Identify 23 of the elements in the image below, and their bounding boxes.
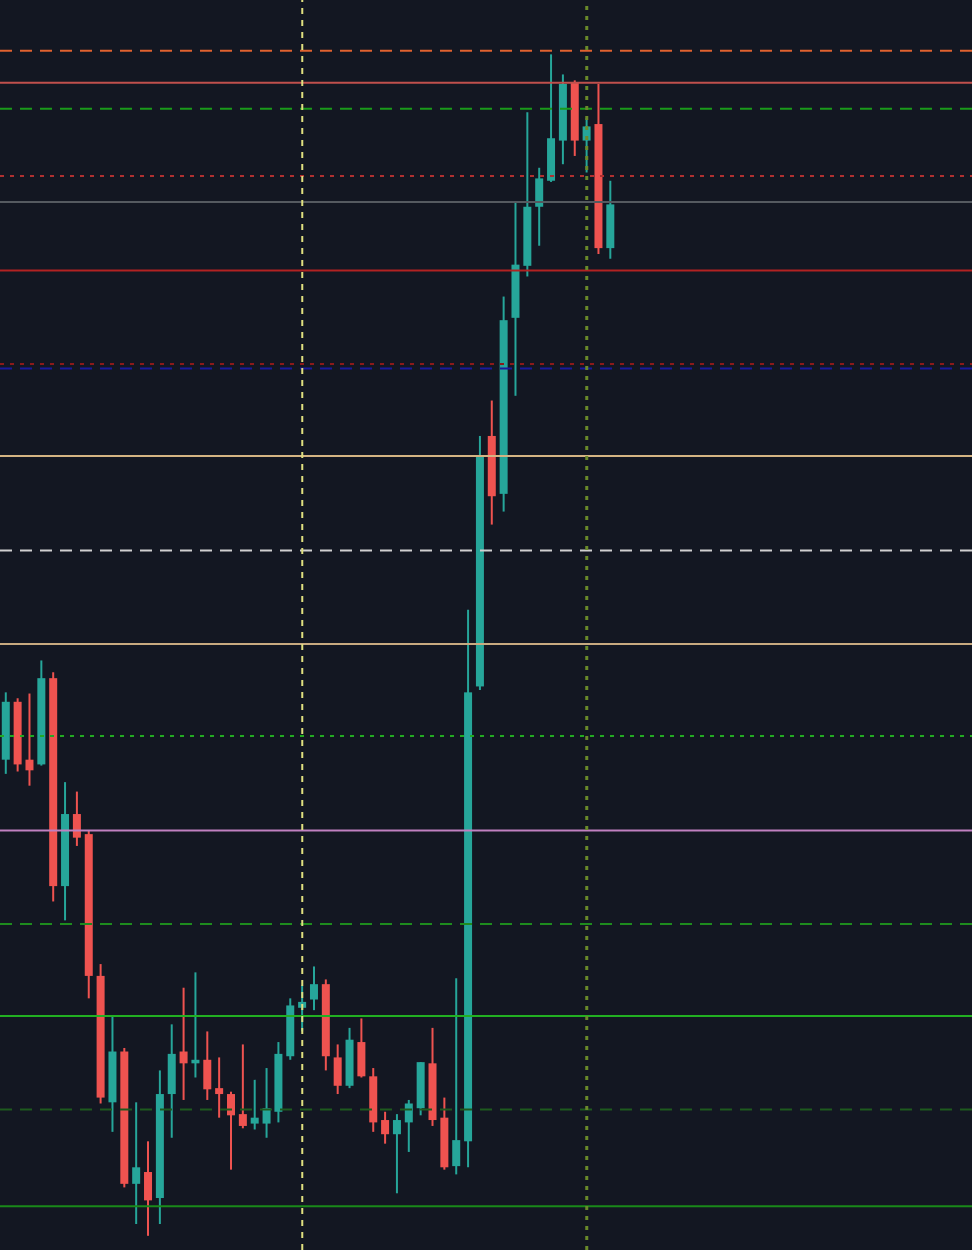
candlestick (369, 1067, 378, 1133)
candlestick (203, 1030, 212, 1101)
candlestick (404, 1098, 413, 1153)
candlestick (606, 179, 615, 260)
candlestick (416, 1061, 425, 1117)
candlestick (535, 166, 544, 247)
candlestick (179, 986, 188, 1101)
candlestick (392, 1113, 401, 1195)
candlestick (381, 1110, 390, 1145)
candlestick (144, 1140, 153, 1237)
candlestick (333, 1043, 342, 1096)
candlestick (357, 1017, 366, 1079)
candlestick (250, 1078, 259, 1131)
candlestick (227, 1090, 235, 1171)
candlestick (167, 1023, 176, 1139)
candlestick (238, 1043, 247, 1130)
candlestick (72, 790, 81, 847)
candlestick (547, 53, 556, 183)
candlestick (452, 977, 461, 1176)
candlestick (345, 1026, 354, 1090)
candlestick (215, 1056, 224, 1119)
candlestick (309, 965, 318, 1012)
candlestick (132, 1101, 141, 1226)
